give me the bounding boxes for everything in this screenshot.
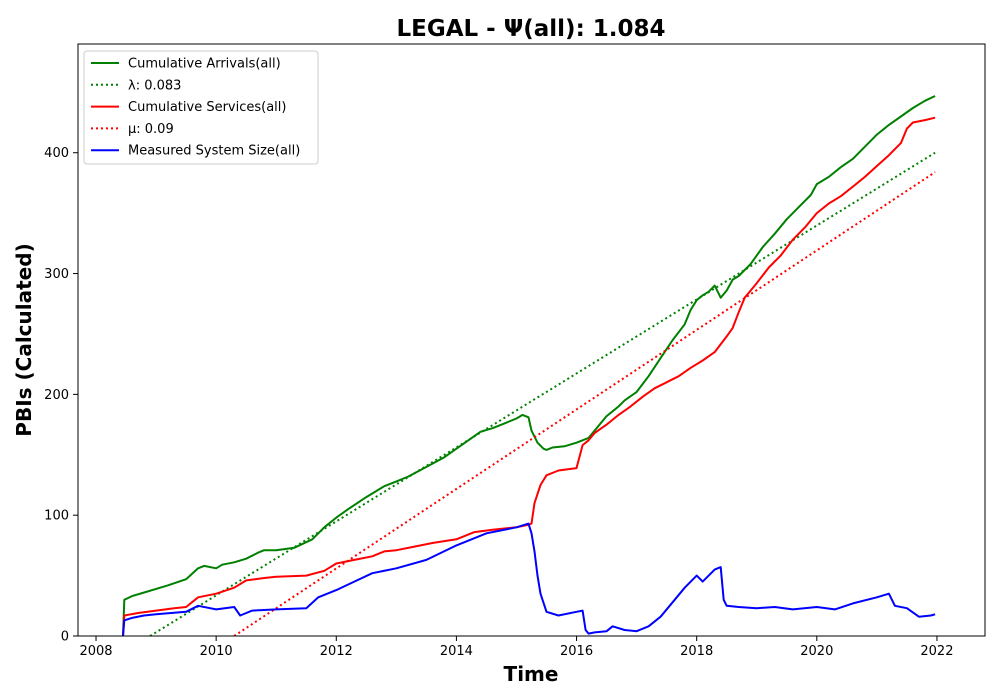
x-tick-label: 2012 xyxy=(320,644,353,659)
series-line-3 xyxy=(122,116,936,636)
legend-box xyxy=(83,50,319,165)
y-tick-label: 300 xyxy=(44,267,69,282)
x-axis-title: Time xyxy=(504,662,559,686)
series-line-2 xyxy=(149,151,936,636)
y-tick-label: 400 xyxy=(44,146,69,161)
x-tick-label: 2008 xyxy=(79,644,112,659)
x-tick-label: 2014 xyxy=(440,644,473,659)
chart-title: LEGAL - Ψ(all): 1.084 xyxy=(396,16,665,42)
x-tick-label: 2020 xyxy=(800,644,833,659)
x-tick-label: 2022 xyxy=(920,644,953,659)
series-layer xyxy=(122,95,936,636)
series-line-1 xyxy=(122,95,936,636)
y-tick-label: 200 xyxy=(44,388,69,403)
series-line-5 xyxy=(122,522,936,636)
legend: Cumulative Arrivals(all) λ: 0.083 Cumulati… xyxy=(83,50,319,165)
y-tick-label: 0 xyxy=(61,630,69,645)
x-tick-label: 2016 xyxy=(560,644,593,659)
legend-label: λ: 0.083 xyxy=(128,78,181,93)
legend-label: Measured System Size(all) xyxy=(128,144,300,159)
y-tick-label: 100 xyxy=(44,509,69,524)
plot-frame xyxy=(77,43,986,637)
series-line-4 xyxy=(233,171,936,636)
legend-label: μ: 0.09 xyxy=(128,122,174,137)
y-axis: 0 100 200 300 400 xyxy=(44,146,78,645)
x-axis: 2008 2010 2012 2014 2016 2018 2020 2022 xyxy=(79,636,953,659)
x-tick-label: 2018 xyxy=(680,644,713,659)
legend-label: Cumulative Services(all) xyxy=(128,100,286,115)
x-tick-label: 2010 xyxy=(200,644,233,659)
legend-label: Cumulative Arrivals(all) xyxy=(128,57,281,72)
y-axis-title: PBIs (Calculated) xyxy=(12,243,36,436)
